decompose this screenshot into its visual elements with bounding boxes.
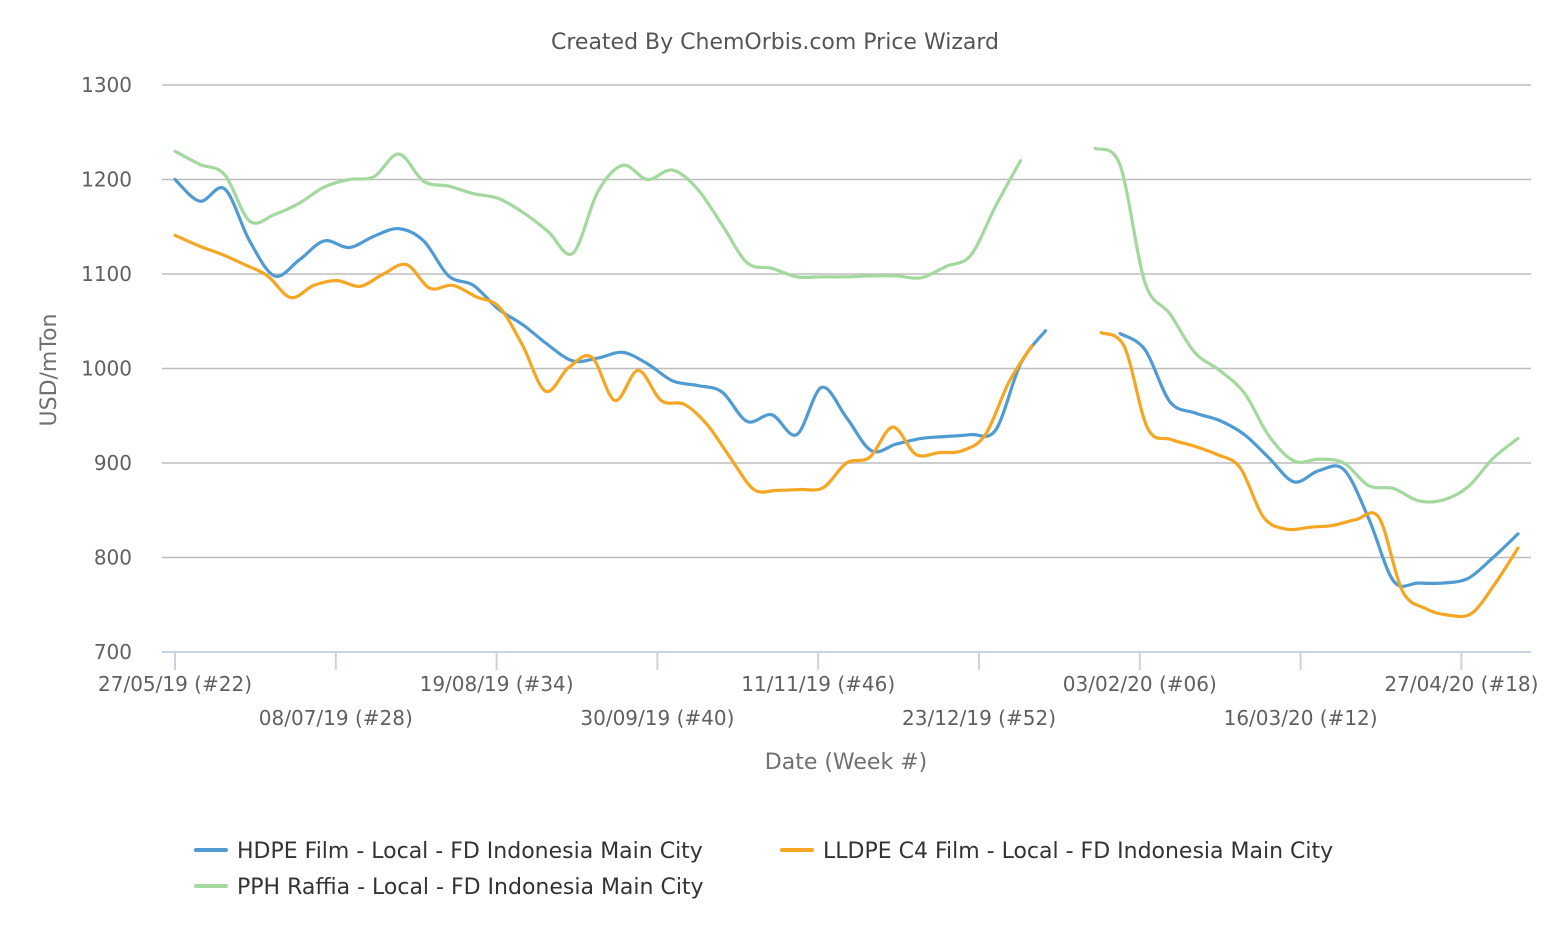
x-tick-label: 27/04/20 (#18) [1384,672,1538,696]
series-line-2-segment-2 [1099,331,1520,619]
y-tick-label: 700 [94,640,132,664]
x-tick-label: 30/09/19 (#40) [580,706,734,730]
y-tick-label: 1000 [81,357,132,381]
y-tick-label: 1200 [81,168,132,192]
chart-title: Created By ChemOrbis.com Price Wizard [551,30,999,55]
x-tick-label: 27/05/19 (#22) [98,672,252,696]
legend-label[interactable]: HDPE Film - Local - FD Indonesia Main Ci… [237,839,703,864]
x-tick-label: 08/07/19 (#28) [259,706,413,730]
legend-label[interactable]: LLDPE C4 Film - Local - FD Indonesia Mai… [823,839,1333,864]
series-line-1-segment-2 [1118,331,1520,588]
y-axis-title: USD/mTon [37,314,62,427]
series-line-2-segment-1 [173,233,1034,494]
legend: HDPE Film - Local - FD Indonesia Main Ci… [194,839,1333,900]
x-tick-label: 16/03/20 (#12) [1224,706,1378,730]
x-tick-label: 11/11/19 (#46) [741,672,895,696]
x-axis: 27/05/19 (#22) 08/07/19 (#28) 19/08/19 (#3… [98,651,1538,730]
series-line-3-segment-1 [173,149,1023,280]
x-tick-label: 03/02/20 (#06) [1063,672,1217,696]
series-lines [173,146,1520,619]
y-tick-label: 900 [94,451,132,475]
gridlines [162,84,1531,559]
x-tick-label: 23/12/19 (#52) [902,706,1056,730]
y-tick-label: 800 [94,546,132,570]
legend-label[interactable]: PPH Raffia - Local - FD Indonesia Main C… [237,875,704,900]
x-tick-label: 19/08/19 (#34) [420,672,574,696]
x-axis-title: Date (Week #) [765,750,927,775]
series-line-1-segment-1 [173,177,1048,454]
y-tick-label: 1300 [81,73,132,97]
y-tick-label: 1100 [81,262,132,286]
y-axis-ticks: 700 800 900 1000 1100 1200 1300 [81,73,132,664]
series-line-3-segment-2 [1093,146,1520,504]
